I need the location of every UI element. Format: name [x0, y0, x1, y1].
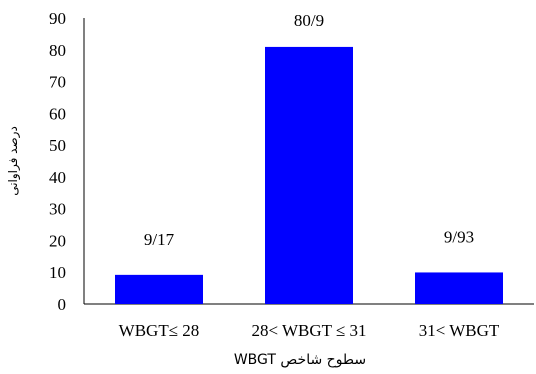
data-labels: 9/17 80/9 9/93 — [144, 11, 474, 249]
y-tick-label: 20 — [49, 231, 66, 250]
bar-3 — [415, 272, 503, 304]
y-tick-label: 10 — [49, 263, 66, 282]
y-tick-label: 80 — [49, 41, 66, 60]
y-tick-label: 40 — [49, 168, 66, 187]
data-label: 80/9 — [294, 11, 324, 30]
y-tick-label: 0 — [58, 295, 67, 314]
y-tick-label: 90 — [49, 9, 66, 28]
bar-2 — [265, 46, 353, 304]
bars — [115, 46, 503, 304]
x-tick-label: 28< WBGT ≤ 31 — [251, 321, 366, 340]
category-labels: WBGT≤ 28 28< WBGT ≤ 31 31< WBGT — [119, 321, 500, 340]
data-label: 9/93 — [444, 227, 474, 246]
x-tick-label: WBGT≤ 28 — [119, 321, 200, 340]
data-label: 9/17 — [144, 230, 175, 249]
bar-1 — [115, 274, 203, 304]
y-tick-labels: 0 10 20 30 40 50 60 70 80 90 — [49, 9, 66, 314]
x-tick-label: 31< WBGT — [419, 321, 500, 340]
y-axis-title: درصد فراوانی — [6, 126, 21, 196]
y-tick-label: 70 — [49, 73, 66, 92]
y-tick-label: 30 — [49, 200, 66, 219]
y-tick-label: 60 — [49, 104, 66, 123]
y-tick-label: 50 — [49, 136, 66, 155]
x-axis-title: سطوح شاخص WBGT — [234, 352, 366, 368]
y-axis: 0 10 20 30 40 50 60 70 80 90 — [49, 9, 85, 314]
